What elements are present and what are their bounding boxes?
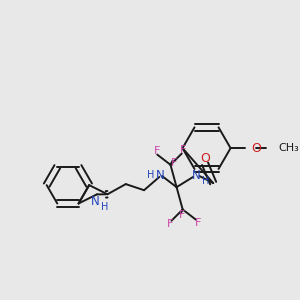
Text: N: N [91, 195, 99, 208]
Text: O: O [200, 152, 210, 165]
Text: F: F [195, 218, 201, 228]
Text: N: N [191, 169, 200, 182]
Text: H: H [202, 176, 210, 186]
Text: CH₃: CH₃ [279, 143, 299, 153]
Text: F: F [167, 219, 173, 230]
Text: F: F [179, 210, 186, 220]
Text: F: F [171, 158, 178, 168]
Text: H: H [101, 202, 109, 212]
Text: O: O [251, 142, 261, 155]
Text: N: N [156, 169, 165, 182]
Text: F: F [180, 145, 187, 155]
Text: H: H [147, 170, 155, 180]
Text: F: F [154, 146, 161, 156]
